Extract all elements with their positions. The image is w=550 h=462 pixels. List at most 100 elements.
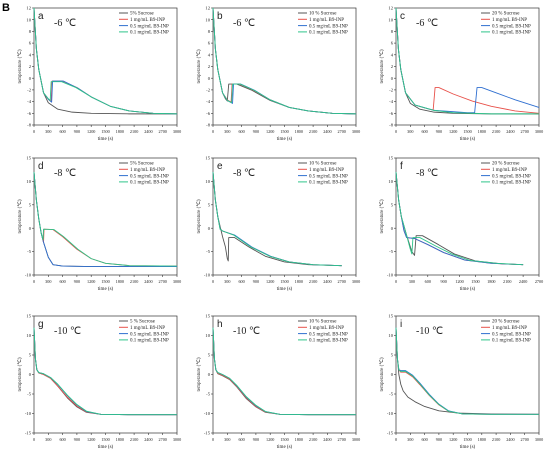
panel-title: -8 ℃	[416, 168, 438, 179]
y-tick-label: 10	[26, 17, 31, 22]
y-tick-label: 0	[29, 226, 32, 231]
y-tick-label: 15	[205, 314, 210, 319]
series-line-3	[33, 327, 177, 416]
x-tick-label: 1200	[266, 437, 274, 442]
y-tick-label: -5	[206, 392, 211, 397]
panel-letter: g	[38, 319, 44, 330]
y-tick-label: 10	[26, 333, 31, 338]
x-tick-label: 3000	[173, 279, 181, 284]
x-tick-label: 600	[238, 129, 244, 134]
x-axis-label: time (s)	[277, 287, 293, 292]
y-tick-label: -6	[27, 111, 32, 116]
x-axis-label: time (s)	[98, 287, 114, 292]
series-line-3	[395, 7, 539, 115]
y-axis-label: temperature (℃)	[17, 49, 23, 83]
legend-label: 0.5 mg/mL B9-INP	[130, 332, 169, 337]
y-tick-label: -4	[389, 99, 394, 104]
legend-label: 0.5 mg/mL B9-INP	[492, 24, 531, 29]
x-tick-label: 2700	[159, 129, 167, 134]
y-tick-label: -10	[25, 411, 32, 416]
x-tick-label: 1800	[116, 129, 124, 134]
x-tick-label: 2400	[323, 129, 331, 134]
x-tick-label: 1800	[487, 279, 495, 284]
x-tick-label: 2100	[130, 437, 138, 442]
legend-label: 0.5 mg/mL B9-INP	[309, 332, 348, 337]
x-tick-label: 1500	[101, 279, 109, 284]
y-tick-label: 5	[391, 202, 394, 207]
y-tick-label: 5	[208, 353, 211, 358]
y-tick-label: -15	[204, 431, 211, 436]
legend-label: 1 mg/mL B9-INP	[309, 18, 344, 23]
x-tick-label: 2400	[144, 279, 152, 284]
x-tick-label: 1800	[295, 279, 303, 284]
x-tick-label: 300	[407, 129, 413, 134]
panel-letter: d	[38, 161, 44, 172]
x-tick-label: 0	[212, 129, 214, 134]
x-tick-label: 2700	[159, 279, 167, 284]
y-tick-label: -4	[27, 99, 32, 104]
x-tick-label: 2700	[521, 437, 529, 442]
panel-title: -10 ℃	[233, 326, 260, 337]
y-tick-label: 8	[29, 29, 32, 34]
x-tick-label: 600	[238, 437, 244, 442]
x-tick-label: 600	[421, 129, 427, 134]
y-tick-label: 2	[208, 64, 211, 69]
y-tick-label: 0	[29, 372, 32, 377]
x-tick-label: 1500	[463, 129, 471, 134]
x-tick-label: 2700	[521, 129, 529, 134]
x-tick-label: 3000	[352, 279, 360, 284]
legend-label: 0.1 mg/mL B9-INP	[492, 181, 531, 186]
x-tick-label: 900	[253, 437, 259, 442]
x-tick-label: 0	[395, 129, 397, 134]
y-tick-label: 10	[205, 333, 210, 338]
chart-panel-h: 0 300 600 900 1200 1500 1800 2100 2400 2700 3000 -1…	[196, 314, 360, 450]
y-tick-label: 5	[29, 202, 32, 207]
panel-title: -6 ℃	[233, 18, 255, 29]
x-tick-label: 1800	[116, 279, 124, 284]
x-tick-label: 1200	[87, 437, 95, 442]
y-tick-label: 12	[26, 6, 31, 11]
x-tick-label: 1200	[455, 279, 463, 284]
x-tick-label: 0	[33, 437, 35, 442]
x-tick-label: 600	[421, 437, 427, 442]
y-axis-label: temperature (℃)	[17, 357, 23, 391]
panel-letter: h	[217, 319, 223, 330]
y-tick-label: -10	[204, 411, 211, 416]
y-tick-label: -2	[389, 88, 394, 93]
x-tick-label: 600	[59, 279, 65, 284]
y-tick-label: 10	[205, 179, 210, 184]
y-tick-label: -10	[25, 273, 32, 278]
x-tick-label: 300	[224, 279, 230, 284]
y-axis-label: temperature (℃)	[17, 199, 23, 233]
legend-label: 0.5 mg/mL B9-INP	[492, 174, 531, 179]
legend-label: 10 % Sucrose	[309, 12, 337, 17]
y-tick-label: -5	[389, 392, 394, 397]
x-tick-label: 1800	[295, 129, 303, 134]
legend-label: 0.5 mg/mL B9-INP	[309, 174, 348, 179]
legend-label: 5% Sucrose	[130, 162, 155, 167]
chart-panel-i: 0 300 600 900 1200 1500 1800 2100 2400 2700 3000 -1…	[379, 314, 543, 450]
x-tick-label: 3000	[352, 129, 360, 134]
y-tick-label: -8	[27, 123, 32, 128]
series-line-2	[212, 172, 342, 267]
figure-label: B	[2, 2, 10, 14]
y-axis-label: temperature (℃)	[196, 357, 202, 391]
x-tick-label: 600	[59, 437, 65, 442]
y-tick-label: 10	[388, 17, 393, 22]
panel-letter: c	[400, 11, 405, 22]
x-tick-label: 300	[45, 437, 51, 442]
x-tick-label: 2700	[338, 129, 346, 134]
y-axis-label: temperature (℃)	[379, 49, 385, 83]
y-tick-label: 8	[391, 29, 394, 34]
y-tick-label: -4	[206, 99, 211, 104]
x-tick-label: 900	[436, 129, 442, 134]
legend-label: 0.5 mg/mL B9-INP	[130, 24, 169, 29]
x-tick-label: 1500	[280, 437, 288, 442]
x-tick-label: 1500	[471, 279, 479, 284]
y-tick-label: -5	[27, 392, 32, 397]
legend-label: 0.1 mg/mL B9-INP	[309, 181, 348, 186]
x-tick-label: 3000	[173, 437, 181, 442]
y-tick-label: 0	[29, 76, 32, 81]
y-tick-label: 10	[388, 333, 393, 338]
